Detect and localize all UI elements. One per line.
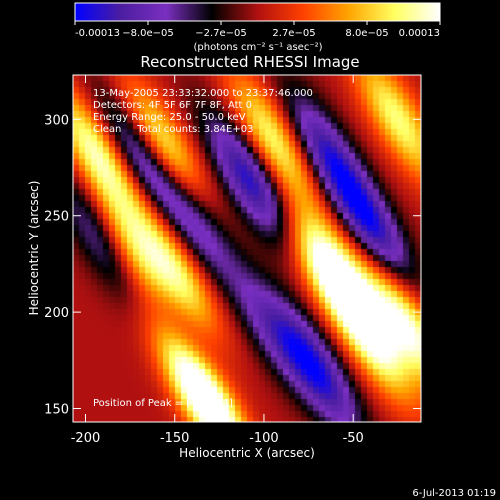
footer-timestamp: 6-Jul-2013 01:19: [412, 488, 496, 499]
colorbar: [74, 2, 441, 22]
x-tick-label: -100: [249, 431, 279, 446]
annotation-energy: Energy Range: 25.0 - 50.0 keV: [93, 112, 246, 123]
colorbar-ticks: -0.00013 −8.0e−05 −2.7e−05 2.7e−05 8.0e−05 0.…: [74, 21, 441, 39]
annotation-time: 13-May-2005 23:33:32.000 to 23:37:46.000: [93, 88, 313, 99]
colorbar-tick-label: −2.7e−05: [195, 28, 247, 39]
heatmap-image: [73, 75, 421, 422]
colorbar-tick-label: 8.0e−05: [345, 28, 388, 39]
peak-position-label: Position of Peak = [-20,194]: [93, 398, 233, 409]
x-tick-label: -50: [343, 431, 364, 446]
y-axis-label: Heliocentric Y (arcsec): [27, 181, 41, 316]
annotation-clean: Clean Total counts: 3.84E+03: [93, 124, 253, 135]
colorbar-tick-label: 0.00013: [399, 28, 440, 39]
y-tick-label: 200: [44, 306, 69, 321]
colorbar-tick-label: -0.00013: [75, 28, 120, 39]
chart-title: Reconstructed RHESSI Image: [140, 53, 359, 71]
y-tick-label: 250: [44, 210, 69, 225]
x-tick-label: -200: [71, 431, 101, 446]
y-tick-label: 150: [44, 403, 69, 418]
colorbar-tick-label: −8.0e−05: [122, 28, 174, 39]
colorbar-tick-label: 2.7e−05: [272, 28, 315, 39]
plot-frame: [72, 74, 422, 423]
x-tick-label: -150: [160, 431, 190, 446]
annotation-detectors: Detectors: 4F 5F 6F 7F 8F, Att 0: [93, 100, 252, 111]
axis-ticks: -200 -150 -100 -50 150 200 250 300: [44, 75, 421, 446]
y-tick-label: 300: [44, 113, 69, 128]
annotation-block: 13-May-2005 23:33:32.000 to 23:37:46.000…: [93, 88, 313, 135]
x-axis-label: Heliocentric X (arcsec): [179, 446, 315, 460]
colorbar-unit-label: (photons cm⁻² s⁻¹ asec⁻²): [193, 42, 322, 53]
